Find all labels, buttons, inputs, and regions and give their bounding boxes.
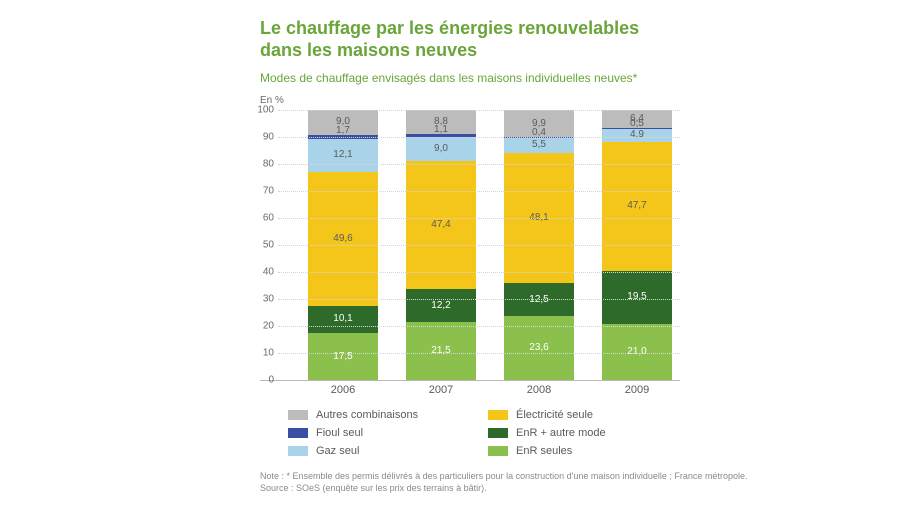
segment-value-label: 12,1 — [308, 149, 378, 160]
bar-segment: 12,1 — [308, 139, 378, 172]
legend-swatch — [488, 410, 508, 420]
legend-item: EnR + autre mode — [488, 427, 688, 439]
legend-label: Gaz seul — [316, 445, 359, 457]
legend-swatch — [288, 410, 308, 420]
legend-item: EnR seules — [488, 445, 688, 457]
bar-segment: 10,1 — [308, 306, 378, 333]
legend-swatch — [288, 446, 308, 456]
segment-value-label: 47,4 — [406, 219, 476, 230]
gridline — [278, 191, 680, 192]
legend: Autres combinaisons Électricité seule Fiou… — [288, 409, 800, 457]
legend-item: Gaz seul — [288, 445, 488, 457]
bar-segment: 4,9 — [602, 129, 672, 142]
gridline — [278, 110, 680, 111]
bar-segment: 19,5 — [602, 271, 672, 324]
segment-value-label: 4,9 — [602, 129, 672, 140]
y-tick-label: 50 — [250, 240, 274, 251]
y-tick-label: 80 — [250, 159, 274, 170]
bar-segment: 47,4 — [406, 161, 476, 289]
legend-item: Fioul seul — [288, 427, 488, 439]
gridline — [278, 137, 680, 138]
legend-label: Électricité seule — [516, 409, 593, 421]
legend-label: Fioul seul — [316, 427, 363, 439]
segment-value-label: 21,5 — [406, 345, 476, 356]
segment-value-label: 0,5 — [602, 118, 672, 129]
bar-segment: 9,0 — [406, 137, 476, 161]
segment-value-label: 49,6 — [308, 233, 378, 244]
bar-segment: 17,5 — [308, 333, 378, 380]
gridline — [278, 272, 680, 273]
y-tick-label: 70 — [250, 186, 274, 197]
x-tick-label: 2008 — [504, 384, 574, 396]
gridline — [278, 164, 680, 165]
segment-value-label: 19,5 — [602, 291, 672, 302]
chart-container: Le chauffage par les énergies renouvelab… — [260, 18, 800, 495]
legend-swatch — [288, 428, 308, 438]
gridline — [278, 353, 680, 354]
bar-segment: 12,2 — [406, 289, 476, 322]
legend-swatch — [488, 446, 508, 456]
y-tick-label: 20 — [250, 321, 274, 332]
segment-value-label: 5,5 — [504, 139, 574, 150]
note-line: Note : * Ensemble des permis délivrés à … — [260, 471, 760, 483]
title-line-2: dans les maisons neuves — [260, 40, 477, 60]
title-line-1: Le chauffage par les énergies renouvelab… — [260, 18, 639, 38]
gridline — [278, 299, 680, 300]
y-tick-label: 10 — [250, 348, 274, 359]
y-tick-label: 0 — [250, 375, 274, 386]
x-tick-label: 2006 — [308, 384, 378, 396]
x-tick-label: 2009 — [602, 384, 672, 396]
gridline — [278, 245, 680, 246]
y-unit-label: En % — [260, 95, 800, 106]
plot-area: 9,01,712,149,610,117,58,81,19,047,412,22… — [260, 110, 680, 381]
legend-swatch — [488, 428, 508, 438]
legend-item: Électricité seule — [488, 409, 688, 421]
y-tick-label: 100 — [250, 105, 274, 116]
bar-segment: 47,7 — [602, 142, 672, 271]
segment-value-label: 12,2 — [406, 300, 476, 311]
gridline — [278, 326, 680, 327]
bar-segment: 21,5 — [406, 322, 476, 380]
legend-label: EnR seules — [516, 445, 572, 457]
segment-value-label: 21,0 — [602, 346, 672, 357]
source-line: Source : SOeS (enquête sur les prix des … — [260, 483, 760, 495]
chart-title: Le chauffage par les énergies renouvelab… — [260, 18, 800, 61]
footnote: Note : * Ensemble des permis délivrés à … — [260, 471, 760, 494]
segment-value-label: 10,1 — [308, 313, 378, 324]
bar-segment: 5,5 — [504, 138, 574, 153]
segment-value-label: 23,6 — [504, 342, 574, 353]
segment-value-label: 9,0 — [406, 143, 476, 154]
segment-value-label: 47,7 — [602, 200, 672, 211]
segment-value-label: 1,7 — [308, 125, 378, 136]
y-tick-label: 90 — [250, 132, 274, 143]
legend-label: EnR + autre mode — [516, 427, 606, 439]
bar-segment: 21,0 — [602, 324, 672, 381]
legend-label: Autres combinaisons — [316, 409, 418, 421]
y-tick-label: 30 — [250, 294, 274, 305]
gridline — [278, 218, 680, 219]
segment-value-label: 1,1 — [406, 124, 476, 135]
legend-item: Autres combinaisons — [288, 409, 488, 421]
y-tick-label: 60 — [250, 213, 274, 224]
chart-subtitle: Modes de chauffage envisagés dans les ma… — [260, 71, 800, 85]
x-tick-label: 2007 — [406, 384, 476, 396]
y-tick-label: 40 — [250, 267, 274, 278]
